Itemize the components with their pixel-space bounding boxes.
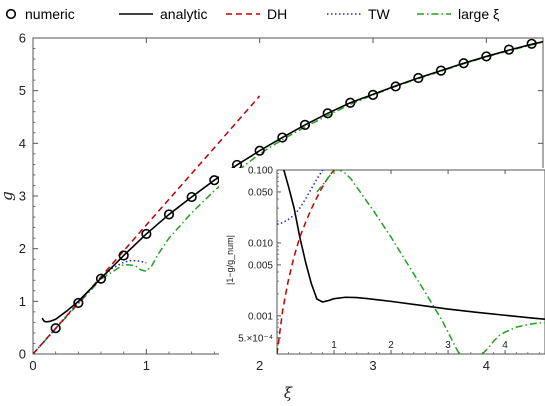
inset-series-line-dh [277,170,335,354]
inset-x-tick-label: 1 [331,340,337,351]
numeric-point [254,145,265,156]
legend-label: analytic [160,6,207,22]
inset-x-tick-label: 4 [502,340,508,351]
y-tick-label: 1 [19,294,26,309]
legend-item-large: large ξ [417,6,499,22]
numeric-point [413,72,424,84]
numeric-point [95,273,107,284]
y-tick-label: 6 [19,31,26,46]
numeric-point [481,51,492,62]
legend-label: numeric [25,6,75,22]
numeric-point [503,44,515,55]
legend-item-analytic: analytic [119,6,207,22]
legend-swatch [5,8,17,20]
legend-item-dh: DH [226,6,287,22]
inset-frame [276,169,545,355]
x-tick-label: 3 [369,358,376,373]
y-tick-label: 2 [19,241,26,256]
series-line-analytic [41,40,543,323]
numeric-point [345,97,356,108]
numeric-point [435,65,447,76]
series-line-dh [33,95,261,354]
inset-y-tick-label: 0.050 [248,187,273,198]
inset-y-tick-label: 0.001 [248,311,273,322]
legend-item-numeric: numeric [5,6,75,22]
inset-y-tick-label: 0.005 [248,260,273,271]
numeric-point [367,89,379,100]
x-tick-label: 2 [256,358,263,373]
inset-x-tick-label: 2 [388,340,394,351]
numeric-point [141,228,152,240]
x-tick-label: 1 [143,358,150,373]
series-line-tw [33,260,147,354]
numeric-point [50,323,61,334]
y-tick-label: 4 [19,136,26,151]
numeric-point [209,175,220,186]
inset-y-tick-label: 5.×10⁻⁴ [238,333,273,344]
y-axis-title: g [0,191,16,201]
inset-series-line-tw [277,170,324,226]
inset-x-tick-label: 3 [445,340,451,351]
legend-label: DH [267,6,287,22]
inset-plot: 1 2 3 4 0.100 0.050 0.010 0.005 0.001 5.×10⁻⁴ |1−g… [219,166,545,356]
numeric-point [458,58,469,69]
inset-series-layer [277,170,545,354]
inset-series-line-large [316,170,461,354]
legend-label: large ξ [458,6,499,22]
x-axis-title: ξ [284,384,293,402]
inset-series-line-analytic [283,170,545,320]
inset-y-tick-label: 0.010 [248,238,273,249]
inset-y-axis-title: |1−g/g_num| [225,235,235,285]
x-tick-label: 0 [29,358,36,373]
legend-item-tw: TW [327,6,391,22]
chart-legend: numeric analytic DH TW large ξ [5,6,499,22]
y-tick-label: 3 [19,189,26,204]
numeric-point [186,191,197,203]
numeric-point [73,297,84,309]
inset-background [219,168,545,356]
legend-label: TW [368,6,391,22]
numeric-point [526,38,537,49]
main-series-layer [33,38,543,354]
y-tick-label: 0 [19,347,26,362]
numeric-point [322,108,333,119]
numeric-point [163,209,175,220]
numeric-point [118,250,129,261]
inset-y-tick-label: 0.100 [248,166,273,177]
numeric-point [277,132,288,143]
series-numeric [50,38,537,334]
x-tick-label: 4 [483,358,490,373]
y-tick-label: 5 [19,83,26,98]
numeric-point [299,119,311,130]
inset-series-line-large [481,322,545,354]
numeric-point [390,81,401,92]
